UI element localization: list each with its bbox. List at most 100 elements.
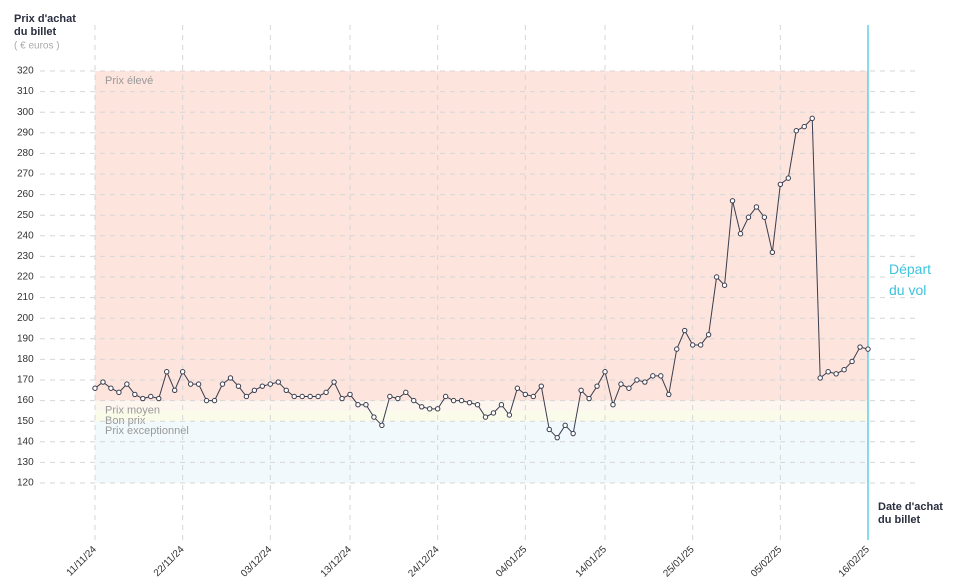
x-tick-label: 22/11/24 (152, 544, 187, 579)
y-tick-label: 180 (17, 354, 34, 365)
y-tick-label: 140 (17, 436, 34, 447)
band-label: Prix exceptionnel (105, 425, 189, 437)
price-point (164, 369, 170, 375)
x-tick-label: 24/12/24 (406, 544, 442, 580)
price-point (411, 397, 417, 404)
price-point (785, 175, 792, 181)
y-tick-label: 240 (17, 230, 34, 241)
price-point (682, 327, 688, 334)
price-point (140, 395, 146, 402)
price-point (259, 383, 266, 389)
price-point (347, 391, 353, 398)
price-point (697, 342, 704, 348)
price-point (108, 385, 114, 391)
price-point (379, 422, 385, 429)
price-point (650, 373, 656, 379)
price-point (482, 414, 489, 420)
band-label: Prix élevé (105, 75, 153, 87)
price-point (235, 383, 242, 389)
price-point (825, 369, 831, 375)
price-point (610, 402, 616, 408)
price-point (243, 393, 250, 400)
y-tick-label: 170 (17, 375, 34, 386)
price-point (658, 373, 664, 379)
price-point (267, 381, 274, 387)
y-axis-title: Prix d'achat du billet (14, 13, 76, 38)
price-point (801, 123, 807, 130)
price-point (92, 385, 98, 391)
price-point (132, 391, 138, 398)
price-point (363, 402, 369, 408)
departure-label-line: du vol (889, 282, 926, 298)
y-tick-label: 290 (17, 127, 34, 138)
price-point (642, 379, 648, 385)
price-point (769, 249, 776, 255)
x-tick-label: 05/02/25 (749, 544, 785, 580)
price-point (865, 346, 871, 352)
price-point (666, 391, 672, 398)
price-point (434, 406, 441, 412)
price-point (275, 379, 281, 385)
price-point (737, 231, 744, 237)
y-tick-label: 190 (17, 333, 34, 344)
price-point (490, 410, 497, 416)
price-point (594, 383, 600, 389)
price-point (514, 385, 521, 391)
price-band (95, 400, 868, 411)
price-point (291, 393, 297, 400)
price-point (634, 377, 640, 383)
price-point (331, 379, 337, 385)
price-point (124, 381, 130, 387)
departure-label: Départ du vol (889, 261, 931, 298)
x-axis-title-line: du billet (878, 514, 921, 526)
price-point (387, 393, 393, 400)
price-point (546, 426, 552, 433)
price-point (674, 346, 680, 352)
price-point (315, 393, 321, 400)
price-point (371, 414, 377, 420)
price-point (506, 412, 513, 418)
x-tick-label: 04/01/25 (494, 544, 530, 580)
price-point (419, 404, 425, 410)
price-point (339, 395, 345, 402)
price-point (761, 214, 768, 220)
y-tick-label: 320 (17, 66, 34, 77)
price-point (203, 397, 210, 404)
price-point (809, 115, 815, 122)
band-label: Bon prix (105, 415, 146, 427)
price-point (562, 422, 568, 429)
y-tick-label: 120 (17, 478, 34, 489)
y-tick-label: 220 (17, 272, 34, 283)
y-tick-label: 210 (17, 292, 34, 303)
price-point (705, 331, 712, 338)
price-point (713, 274, 720, 280)
y-tick-label: 280 (17, 148, 34, 159)
y-tick-label: 200 (17, 313, 34, 324)
band-label: Prix moyen (105, 405, 160, 417)
price-point (148, 393, 154, 400)
price-point (395, 395, 401, 402)
price-point (498, 402, 505, 408)
price-point (466, 399, 473, 406)
x-tick-label: 16/02/25 (837, 544, 873, 580)
price-point (753, 204, 760, 210)
y-tick-label: 270 (17, 169, 34, 180)
price-point (817, 375, 823, 381)
price-band (95, 410, 868, 422)
price-point (522, 391, 529, 398)
price-point (283, 387, 289, 393)
price-point (570, 430, 576, 437)
price-point (538, 383, 544, 389)
y-tick-label: 310 (17, 86, 34, 97)
price-point (227, 375, 234, 381)
y-tick-label: 150 (17, 416, 34, 427)
price-point (171, 387, 178, 393)
price-point (187, 381, 194, 387)
y-axis-title-line: Prix d'achat (14, 13, 76, 25)
y-tick-label: 130 (17, 457, 34, 468)
price-point (211, 397, 218, 404)
price-point (450, 397, 457, 404)
price-point (442, 393, 449, 400)
price-point (474, 402, 481, 408)
